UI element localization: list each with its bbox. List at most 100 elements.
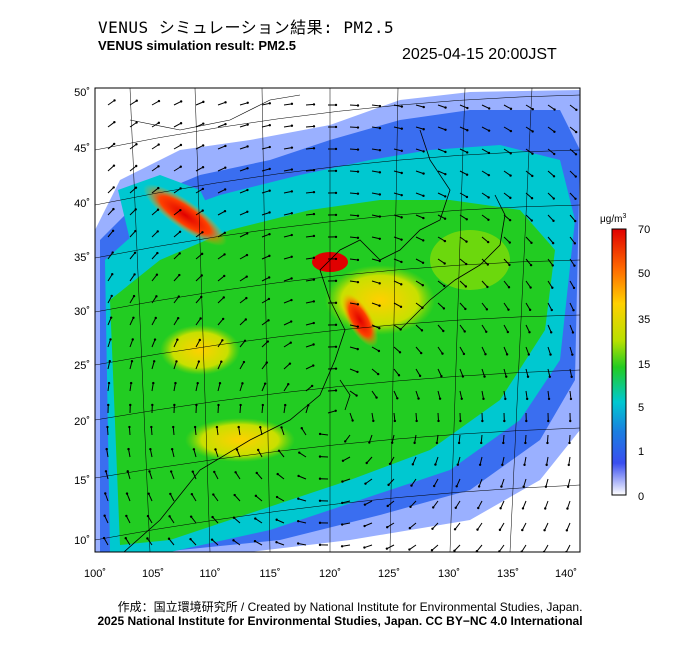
wind-arrow-head <box>107 381 111 385</box>
colorbar-tick: 0 <box>638 491 644 503</box>
wind-arrow <box>349 302 358 305</box>
wind-arrow-head <box>400 260 403 264</box>
wind-arrow <box>283 405 286 414</box>
wind-arrow-head <box>531 108 534 111</box>
wind-arrow-head <box>568 441 571 445</box>
wind-arrow-head <box>153 360 156 363</box>
wind-arrow <box>349 324 358 328</box>
wind-arrow <box>415 280 424 286</box>
wind-arrow-head <box>220 360 223 363</box>
wind-arrow <box>107 252 114 260</box>
lat-label: 50˚ <box>74 87 90 99</box>
wind-arrow <box>371 236 380 240</box>
wind-arrow <box>239 383 243 392</box>
wind-arrow <box>411 478 417 486</box>
wind-arrow-head <box>544 507 547 510</box>
wind-arrow-head <box>569 419 572 423</box>
wind-arrow-head <box>224 101 227 104</box>
wind-arrow-head <box>179 122 183 125</box>
wind-arrow-head <box>312 147 316 150</box>
wind-arrow <box>194 426 197 436</box>
wind-arrow-head <box>221 339 224 342</box>
wind-arrow-head <box>486 240 490 244</box>
wind-arrow <box>349 368 358 373</box>
wind-arrow-head <box>255 471 258 475</box>
wind-arrow-head <box>112 142 116 146</box>
wind-arrow-head <box>172 425 175 429</box>
wind-arrow-head <box>453 528 457 531</box>
wind-arrow <box>283 299 292 304</box>
wind-arrow <box>498 544 505 552</box>
wind-arrow-head <box>157 99 161 103</box>
wind-arrow <box>107 143 115 150</box>
wind-arrow-head <box>213 470 216 474</box>
wind-arrow-head <box>246 101 249 105</box>
wind-arrow <box>479 456 483 465</box>
wind-arrow <box>414 434 417 443</box>
wind-arrow <box>217 275 225 282</box>
wind-arrow <box>129 143 137 150</box>
wind-arrow <box>371 368 379 375</box>
wind-arrow <box>434 456 439 465</box>
wind-arrow <box>371 302 380 307</box>
wind-arrow-head <box>363 503 367 506</box>
wind-arrow-head <box>266 340 270 343</box>
wind-arrow <box>364 500 373 506</box>
wind-arrow-head <box>506 330 510 334</box>
wind-arrow <box>129 274 135 282</box>
wind-arrow-head <box>435 441 439 445</box>
wind-arrow-head <box>246 210 249 213</box>
colorbar-gradient <box>611 228 627 496</box>
wind-arrow-head <box>575 108 578 112</box>
wind-arrow <box>459 390 463 399</box>
wind-arrow-head <box>318 477 322 480</box>
colorbar-tick: 15 <box>638 359 650 371</box>
wind-arrow <box>215 449 219 458</box>
wind-arrow-head <box>239 403 242 407</box>
wind-arrow <box>525 258 532 266</box>
wind-arrow <box>217 383 221 392</box>
wind-arrow <box>432 522 439 530</box>
wind-arrow-head <box>113 99 116 102</box>
wind-arrow-head <box>170 448 174 451</box>
wind-arrow <box>103 537 109 546</box>
wind-arrow-head <box>134 186 138 189</box>
wind-arrow <box>173 317 179 326</box>
wind-arrow-head <box>133 273 136 276</box>
wind-arrow <box>437 258 445 264</box>
wind-arrow-head <box>290 277 293 280</box>
wind-arrow <box>305 147 315 150</box>
wind-arrow <box>172 426 175 436</box>
wind-arrow-head <box>432 484 436 488</box>
wind-arrow <box>525 346 530 355</box>
wind-arrow <box>409 522 417 529</box>
wind-arrow-head <box>485 330 488 333</box>
wind-arrow <box>191 493 197 502</box>
wind-arrow <box>415 390 420 399</box>
wind-arrow-head <box>318 499 322 503</box>
wind-arrow <box>437 126 446 131</box>
wind-arrow-head <box>521 528 524 532</box>
wind-arrow-head <box>364 482 367 485</box>
wind-arrow-head <box>553 108 556 111</box>
wind-arrow <box>195 231 203 238</box>
wind-arrow <box>305 103 315 106</box>
wind-arrow <box>173 253 181 260</box>
wind-arrow-head <box>244 318 248 321</box>
wind-arrow <box>150 426 153 436</box>
wind-arrow <box>455 500 461 509</box>
wind-arrow <box>283 147 292 150</box>
wind-arrow-head <box>400 171 403 175</box>
wind-arrow <box>107 295 113 304</box>
wind-arrow <box>169 516 175 524</box>
wind-arrow <box>283 103 292 106</box>
wind-arrow <box>566 500 571 509</box>
wind-arrow-head <box>334 125 338 129</box>
wind-arrow-head <box>288 362 292 365</box>
wind-arrow-head <box>135 99 138 102</box>
wind-arrow-head <box>201 187 205 191</box>
wind-arrow <box>458 434 461 444</box>
wind-arrow-head <box>334 169 338 173</box>
wind-arrow-head <box>223 209 227 213</box>
